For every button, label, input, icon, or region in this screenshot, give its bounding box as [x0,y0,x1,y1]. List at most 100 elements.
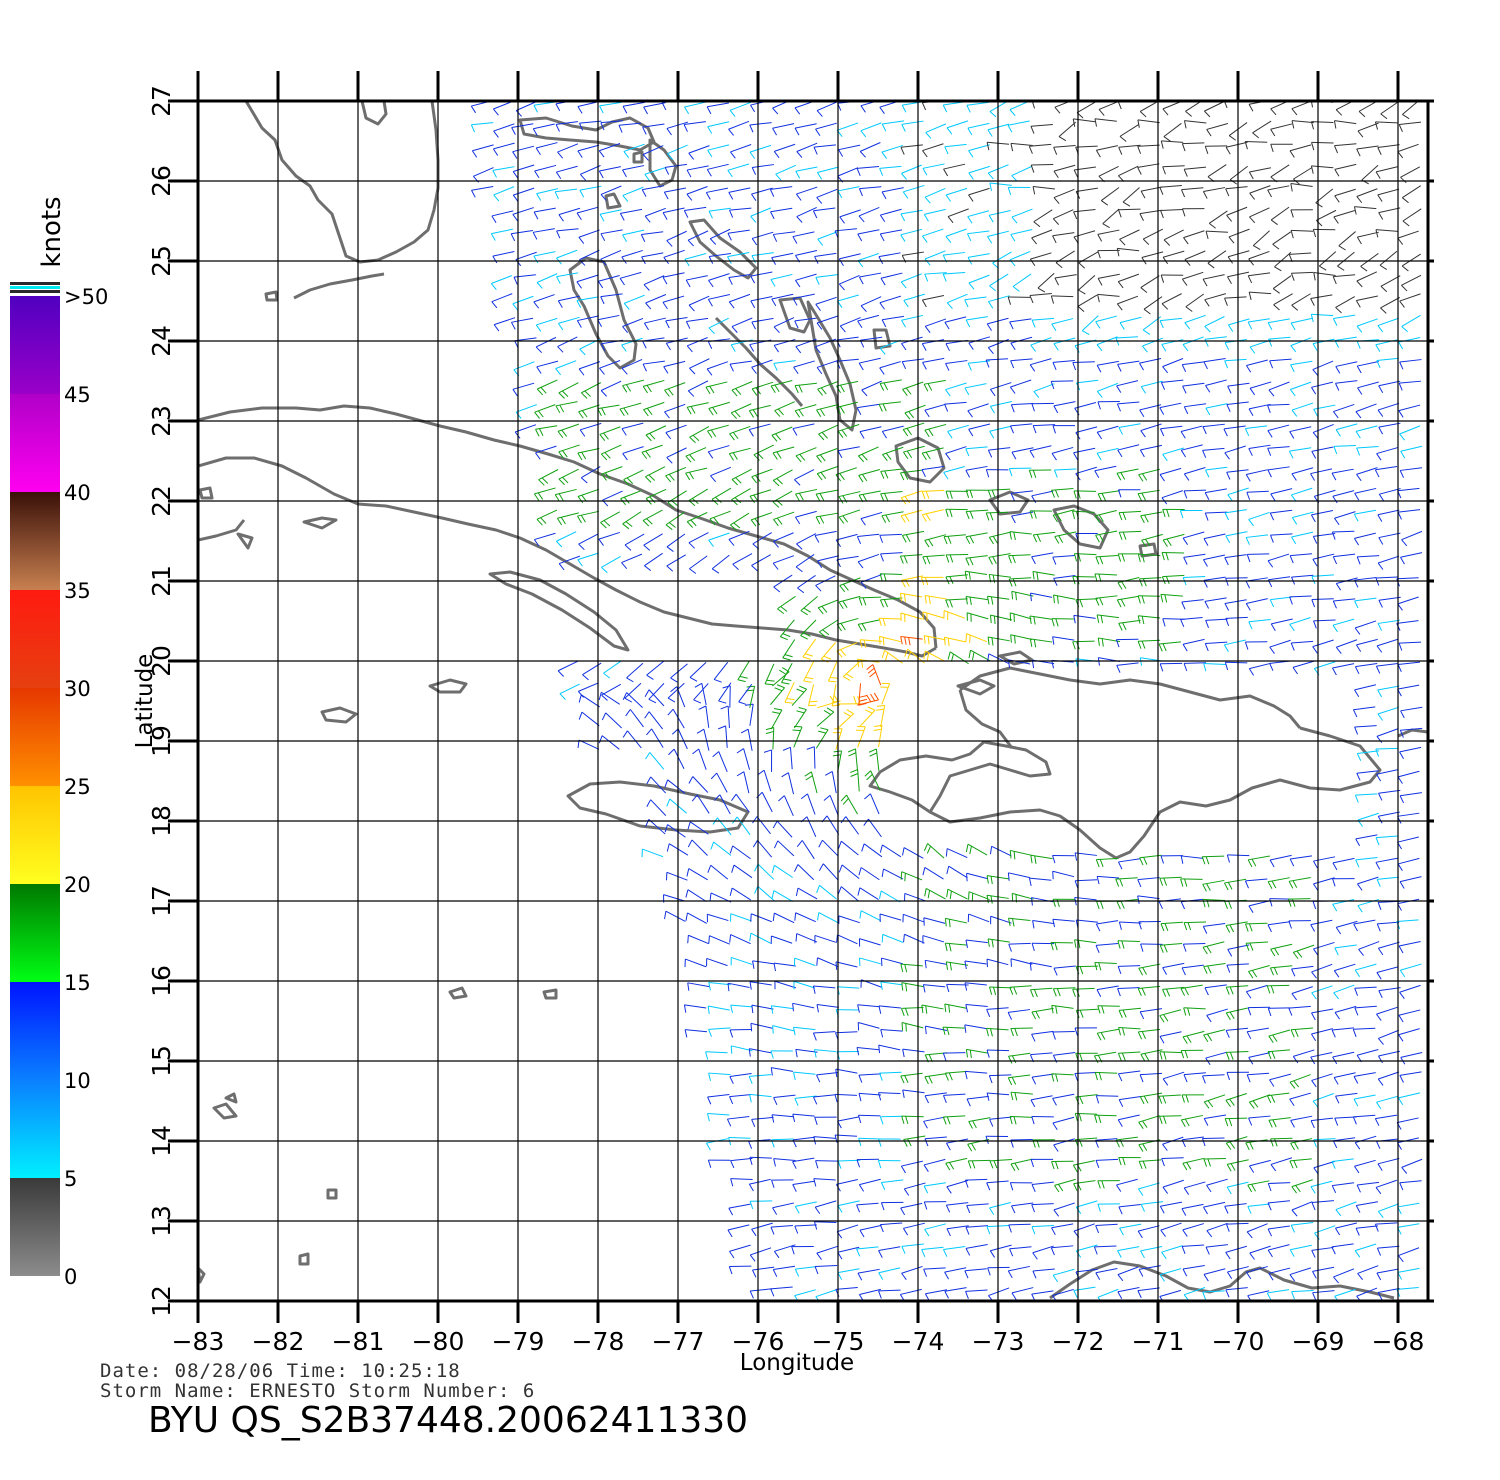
wind-barb [1245,577,1268,589]
wind-barb [1248,167,1272,180]
wind-barb [1117,1246,1140,1258]
wind-barb [1031,317,1055,328]
wind-barb [968,274,990,290]
y-tick-label: 26 [147,165,176,197]
wind-barb [818,839,839,857]
wind-barb [708,1027,731,1037]
wind-barb [858,867,880,881]
wind-barb [967,210,990,224]
wind-barb [1096,382,1118,398]
wind-barb [771,1138,794,1148]
wind-barb [706,1112,730,1122]
wind-barb [1267,1182,1291,1192]
wind-barb [1318,251,1337,271]
wind-barb [1228,228,1250,244]
wind-barb [858,446,879,463]
wind-barb [1248,1052,1271,1065]
wind-barb [749,1200,773,1210]
wind-barb [987,295,1010,309]
wind-barb [728,293,751,309]
wind-barb [1335,380,1358,391]
wind-barb [900,490,923,505]
wind-barb [878,617,902,627]
wind-barb [1081,315,1099,335]
wind-barb [923,635,946,645]
wind-barb [813,1049,837,1058]
wind-barb [683,121,706,132]
wind-barb [1248,965,1270,979]
wind-barb [1397,487,1420,499]
wind-barb [600,120,623,131]
wind-barb [1118,921,1142,930]
wind-barb [881,425,904,439]
wind-barb [1055,250,1075,269]
wind-barb [794,1201,817,1214]
wind-barb [1245,598,1268,611]
wind-barb [1137,615,1161,625]
wind-barb [621,358,643,375]
wind-barb [686,337,708,353]
island-small-2 [360,101,388,126]
wind-barb [1272,231,1292,250]
wind-barb [1050,295,1074,304]
wind-barb [1118,619,1141,631]
wind-barb [1268,1267,1291,1281]
wind-barb [1289,1244,1312,1257]
wind-barb [1331,1158,1354,1169]
wind-barb [946,120,969,135]
wind-barb [1376,769,1399,782]
wind-barb [795,186,818,201]
wind-barb [1270,533,1293,543]
wind-barb [1115,638,1139,648]
wind-barb [576,296,599,308]
wind-barb [578,229,600,244]
wind-barb [796,142,818,158]
wind-barb [1311,1200,1334,1211]
wind-barb [1292,944,1315,960]
wind-barb [1274,251,1292,272]
wind-barb [1288,1005,1311,1016]
wind-barb [623,469,644,486]
wind-barb [1122,187,1140,207]
wind-barb [946,293,968,310]
wind-barb [878,401,902,412]
wind-barb [1205,1051,1228,1066]
wind-barb [1290,360,1313,373]
wind-barb [816,1245,838,1260]
wind-barb [706,957,728,967]
wind-barb [1010,336,1033,351]
wind-barb [1028,143,1052,154]
wind-barb [1291,293,1311,311]
wind-barb [879,379,902,391]
wind-barb [685,467,708,481]
wind-barb [556,249,578,265]
wind-barb [795,887,818,900]
wind-barb [814,1200,837,1215]
wind-barb [622,165,645,178]
wind-barb [601,712,623,729]
wind-barb [1267,403,1290,413]
wind-barb [1201,1137,1225,1147]
wind-barb [1225,141,1248,155]
wind-barb [878,1044,901,1054]
wind-barb [1399,467,1423,478]
wind-barb [815,575,836,592]
wind-barb [1331,1182,1355,1194]
wind-barb [1310,1180,1333,1194]
wind-barb [1010,358,1033,369]
wind-barb [557,316,580,331]
wind-barb [1376,447,1398,461]
caicos-coastline [1052,504,1110,550]
wind-barb [1138,963,1161,976]
wind-barb [1184,250,1206,266]
wind-barb [1397,1202,1420,1215]
wind-barb [1311,1008,1334,1021]
wind-barb [707,424,729,438]
wind-barb [730,1004,753,1014]
wind-barb [1096,336,1118,352]
wind-barb [1143,296,1163,315]
wind-barb [1313,404,1336,417]
wind-barb [598,691,620,705]
wind-barb [1397,857,1420,871]
wind-barb [772,912,795,924]
